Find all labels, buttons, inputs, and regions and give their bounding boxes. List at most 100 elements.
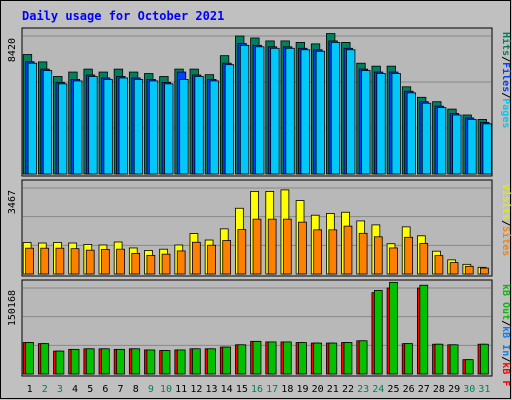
bar-kbytes-kb-out-day-13 [207,348,216,375]
legend-item-files: Files [500,62,512,92]
bar-visits-sites-day-5 [85,249,95,275]
x-label-day-30: 30 [463,384,475,395]
x-label-day-13: 13 [205,384,217,395]
x-label-day-9: 9 [148,384,154,395]
y-max-label-hits: 8420 [7,38,18,62]
x-label-day-20: 20 [312,384,324,395]
bar-hits-pages-day-18 [285,47,295,175]
bar-visits-sites-day-20 [313,229,322,275]
bar-kbytes-kb-out-day-18 [282,341,292,375]
bar-visits-sites-day-18 [282,218,292,275]
bar-visits-sites-day-13 [207,244,216,275]
bar-visits-sites-day-24 [373,236,383,275]
x-label-day-10: 10 [160,384,172,395]
x-label-day-12: 12 [190,384,202,395]
bar-visits-sites-day-19 [298,221,307,275]
bar-visits-sites-day-14 [222,240,232,275]
bar-visits-sites-day-4 [70,248,80,275]
bar-visits-sites-day-21 [328,229,338,275]
bar-kbytes-kb-out-day-5 [85,348,95,375]
bar-hits-pages-day-5 [88,76,98,175]
bar-visits-sites-day-23 [358,232,368,275]
x-label-day-7: 7 [118,384,124,395]
bar-kbytes-kb-out-day-31 [480,343,489,375]
x-label-day-19: 19 [296,384,308,395]
x-label-day-23: 23 [357,384,369,395]
bar-kbytes-kb-out-day-10 [161,350,171,375]
bar-visits-sites-day-11 [176,250,186,275]
legend-item-hits: Hits [500,32,512,56]
bar-hits-pages-day-30 [467,119,477,175]
x-label-day-29: 29 [448,384,460,395]
legend-separator: / [500,92,511,98]
bar-hits-pages-day-10 [164,83,174,175]
bar-kbytes-kb-out-day-24 [373,289,383,375]
bar-visits-sites-day-10 [161,253,171,275]
bar-hits-pages-day-6 [103,79,113,175]
legend-separator: / [500,220,511,226]
bar-hits-pages-day-8 [133,79,144,175]
legend-item-kb-out: kB Out [500,284,511,320]
bar-visits-sites-day-27 [419,243,429,275]
x-label-day-25: 25 [387,384,399,395]
x-axis-labels: 1 2 3 4 5 6 7 8 9 10 11 12 13 14 15 16 17 18 19 20 21 22 23 24 2… [27,384,491,395]
legend-item-pages: Pages [500,98,511,128]
x-label-day-28: 28 [433,384,445,395]
bar-kbytes-kb-out-day-25 [389,281,398,375]
bar-kbytes-kb-out-day-8 [131,348,141,375]
x-label-day-4: 4 [72,384,78,395]
chart-title: Daily usage for October 2021 [22,9,224,23]
legend-separator: / [500,56,511,62]
x-label-day-6: 6 [102,384,108,395]
bar-kbytes-kb-out-day-3 [55,350,65,375]
legend-kbytes: kB Out/kB In/kB F [500,284,511,386]
bar-kbytes-kb-out-day-16 [252,340,262,375]
bar-kbytes-kb-out-day-22 [343,342,353,375]
bar-kbytes-kb-out-day-17 [267,341,277,375]
legend-item-visits: Visits [500,184,512,220]
bar-hits-pages-day-29 [452,114,462,175]
bar-kbytes-kb-out-day-28 [434,343,444,375]
x-label-day-15: 15 [236,384,248,395]
bar-visits-sites-day-30 [464,265,474,275]
bar-kbytes-kb-out-day-14 [222,346,232,375]
bar-kbytes-kb-out-day-27 [419,284,429,375]
bar-kbytes-kb-out-day-6 [101,348,110,375]
legend-hits: Hits/Files/Pages [500,32,512,128]
bar-hits-pages-day-17 [270,47,280,175]
legend-separator: / [500,356,511,362]
y-max-label-visits: 3467 [7,190,18,214]
x-label-day-14: 14 [221,384,233,395]
bar-hits-pages-day-28 [437,107,447,175]
bar-hits-pages-day-25 [391,73,401,175]
bar-kbytes-kb-out-day-20 [313,342,322,375]
bar-kbytes-kb-out-day-11 [176,349,186,375]
bar-kbytes-kb-out-day-23 [358,340,368,375]
legend-item-kb-f: kB F [500,362,511,386]
bar-hits-pages-day-21 [330,41,341,175]
bar-hits-pages-day-15 [239,44,250,175]
bar-hits-pages-day-16 [255,46,265,175]
bar-kbytes-kb-out-day-9 [146,349,156,375]
bar-visits-sites-day-17 [267,218,277,275]
bar-kbytes-kb-out-day-2 [40,343,50,375]
x-label-day-31: 31 [478,384,490,395]
legend-separator: / [500,320,511,326]
bar-visits-sites-day-9 [146,254,156,275]
bar-hits-pages-day-26 [406,92,416,175]
bar-hits-pages-day-19 [300,49,310,175]
x-label-day-3: 3 [57,384,63,395]
bar-hits-pages-day-23 [361,70,371,175]
bar-kbytes-kb-out-day-12 [192,348,201,375]
bar-hits-pages-day-9 [148,80,159,175]
y-max-label-kbytes: 150168 [7,290,18,326]
bar-hits-pages-day-2 [42,70,53,175]
bar-hits-pages-day-1 [27,62,37,175]
bar-kbytes-kb-out-day-15 [237,344,247,375]
bar-visits-sites-day-1 [25,247,34,275]
x-label-day-16: 16 [251,384,263,395]
x-label-day-24: 24 [372,384,384,395]
x-label-day-8: 8 [133,384,139,395]
